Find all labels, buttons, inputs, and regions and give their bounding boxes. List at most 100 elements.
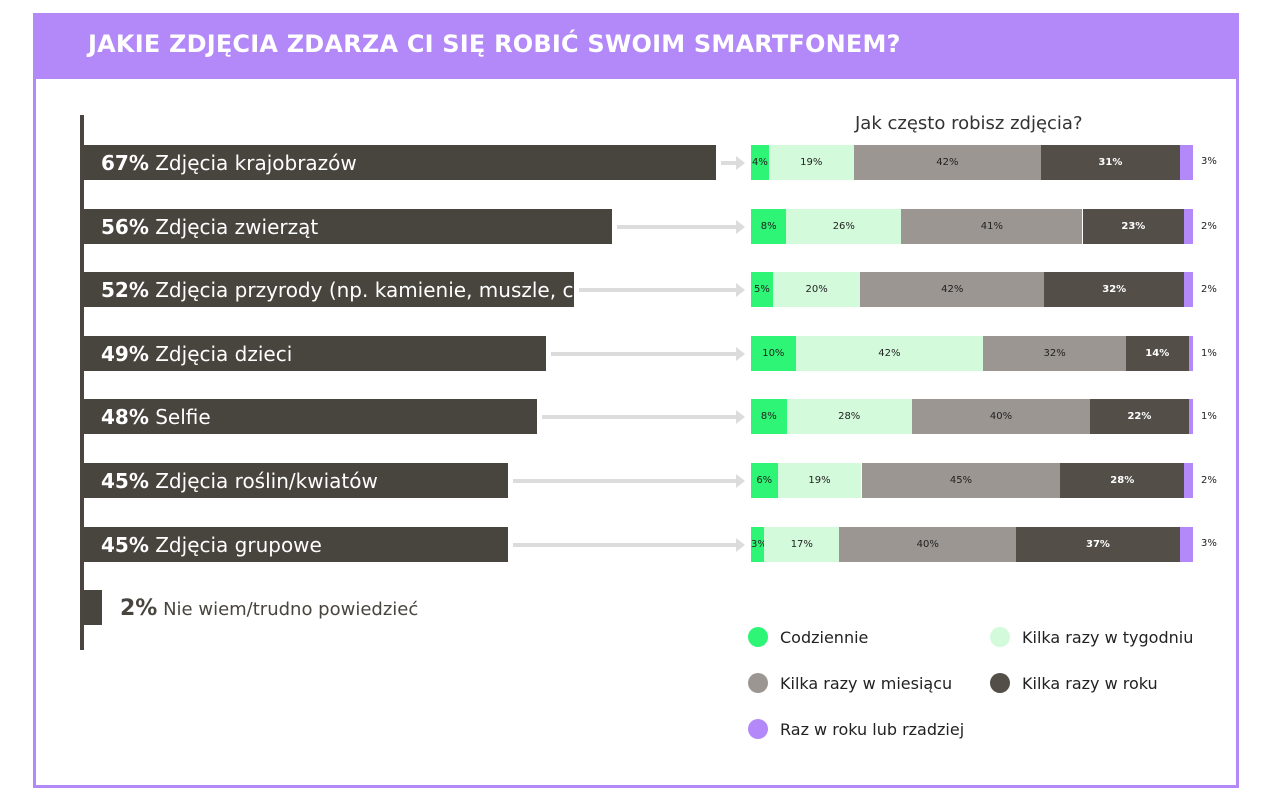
legend-swatch	[990, 627, 1010, 647]
segment-label: 6%	[756, 475, 773, 486]
arrow-connector	[513, 474, 745, 488]
category-bar: 45% Zdjęcia grupowe	[84, 526, 508, 562]
category-pct: 67%	[101, 151, 149, 175]
segment-label: 20%	[805, 284, 828, 296]
page-title: JAKIE ZDJĘCIA ZDARZA CI SIĘ ROBIĆ SWOIM …	[88, 30, 901, 58]
stacked-segment: 23%	[1082, 208, 1185, 244]
header-bar	[33, 13, 1239, 79]
category-bar: 49% Zdjęcia dzieci	[84, 335, 546, 371]
stacked-segment: 26%	[786, 208, 902, 244]
segment-label-outside: 1%	[1201, 411, 1217, 423]
frame	[33, 13, 1239, 788]
category-pct: 45%	[101, 469, 149, 493]
stacked-segment: 8%	[751, 399, 787, 435]
left-axis-line	[80, 115, 84, 650]
legend-swatch	[748, 719, 768, 739]
stacked-segment: 42%	[853, 145, 1042, 180]
stacked-segment	[1188, 335, 1193, 371]
category-pct: 48%	[101, 405, 149, 430]
stacked-segment: 19%	[777, 463, 862, 498]
segment-label: 40%	[916, 538, 939, 550]
segment-label: 14%	[1145, 347, 1170, 359]
stacked-segment: 3%	[751, 526, 767, 562]
stacked-segment: 42%	[860, 272, 1045, 308]
stacked-segment: 32%	[983, 335, 1127, 371]
dont-know-pct: 2%	[120, 596, 158, 621]
arrow-connector	[579, 283, 745, 298]
category-label: Zdjęcia krajobrazów	[155, 151, 357, 175]
stacked-segment: 28%	[786, 399, 912, 435]
stacked-segment: 32%	[1044, 272, 1185, 308]
stacked-segment: 14%	[1126, 335, 1189, 371]
arrow-connector	[541, 410, 746, 425]
legend-swatch	[748, 673, 768, 693]
stacked-segment: 17%	[764, 526, 840, 562]
stacked-segment: 8%	[751, 208, 787, 244]
category-label: Zdjęcia roślin/kwiatów	[155, 469, 378, 493]
stacked-segment: 6%	[751, 463, 778, 498]
stacked-segment	[1184, 272, 1193, 308]
category-pct: 56%	[101, 214, 149, 239]
category-label: Zdjęcia zwierząt	[155, 214, 319, 239]
segment-label: 42%	[941, 284, 964, 296]
dont-know-label: 2% Nie wiem/trudno powiedzieć	[120, 596, 418, 621]
category-pct: 49%	[101, 341, 149, 366]
category-bar: 67% Zdjęcia krajobrazów	[84, 145, 716, 180]
segment-label-outside: 3%	[1201, 156, 1217, 167]
stacked-segment	[1184, 208, 1193, 244]
segment-label: 4%	[751, 157, 768, 168]
arrow-connector	[720, 156, 746, 170]
segment-label-outside: 2%	[1201, 284, 1217, 296]
stacked-chart-title: Jak często robisz zdjęcia?	[855, 113, 1083, 134]
arrow-connector	[617, 219, 745, 234]
stacked-segment	[1184, 463, 1193, 498]
stacked-segment: 10%	[751, 335, 796, 371]
legend-label: Kilka razy w miesiącu	[780, 674, 953, 693]
segment-label: 37%	[1085, 538, 1110, 550]
legend-label: Codziennie	[780, 628, 869, 647]
stacked-segment: 41%	[901, 208, 1083, 244]
segment-label: 19%	[808, 475, 831, 486]
category-label: Zdjęcia grupowe	[155, 532, 322, 557]
category-bar: 48% Selfie	[84, 399, 537, 435]
segment-label: 45%	[949, 475, 973, 486]
segment-label: 23%	[1121, 220, 1146, 232]
segment-label: 32%	[1043, 347, 1066, 359]
segment-label-outside: 3%	[1201, 537, 1217, 549]
category-bar: 45% Zdjęcia roślin/kwiatów	[84, 463, 508, 498]
segment-label: 26%	[832, 220, 855, 232]
category-pct: 52%	[101, 278, 149, 303]
segment-label-outside: 2%	[1201, 475, 1217, 486]
segment-label: 8%	[760, 220, 777, 232]
stacked-segment: 28%	[1060, 463, 1185, 498]
category-label: Selfie	[155, 405, 211, 430]
segment-label-outside: 2%	[1201, 220, 1217, 232]
segment-label: 42%	[936, 157, 959, 168]
category-bar: 52% Zdjęcia przyrody (np. kamienie, musz…	[84, 272, 646, 308]
category-pct: 45%	[101, 532, 149, 557]
stacked-segment: 19%	[768, 145, 854, 180]
segment-label: 17%	[790, 538, 813, 550]
segment-label: 19%	[800, 157, 823, 168]
stacked-segment: 42%	[795, 335, 984, 371]
segment-label-outside: 1%	[1201, 347, 1217, 359]
stacked-segment: 20%	[772, 272, 861, 308]
stacked-segment: 22%	[1090, 399, 1189, 435]
stacked-segment	[1179, 526, 1193, 562]
arrow-connector	[513, 537, 745, 552]
legend-label: Kilka razy w tygodniu	[1022, 628, 1194, 647]
segment-label: 22%	[1127, 411, 1152, 423]
stacked-segment	[1188, 399, 1193, 435]
segment-label: 42%	[878, 347, 901, 359]
dont-know-text: Nie wiem/trudno powiedzieć	[163, 599, 419, 620]
category-bar: 56% Zdjęcia zwierząt	[84, 208, 612, 244]
legend-label: Raz w roku lub rzadziej	[780, 720, 965, 739]
legend-swatch	[748, 627, 768, 647]
stacked-segment: 40%	[839, 526, 1017, 562]
segment-label: 10%	[762, 347, 785, 359]
segment-label: 3%	[751, 538, 767, 550]
stacked-segment: 31%	[1041, 145, 1180, 180]
segment-label: 28%	[1110, 475, 1135, 486]
segment-label: 41%	[980, 220, 1003, 232]
segment-label: 5%	[754, 284, 770, 296]
